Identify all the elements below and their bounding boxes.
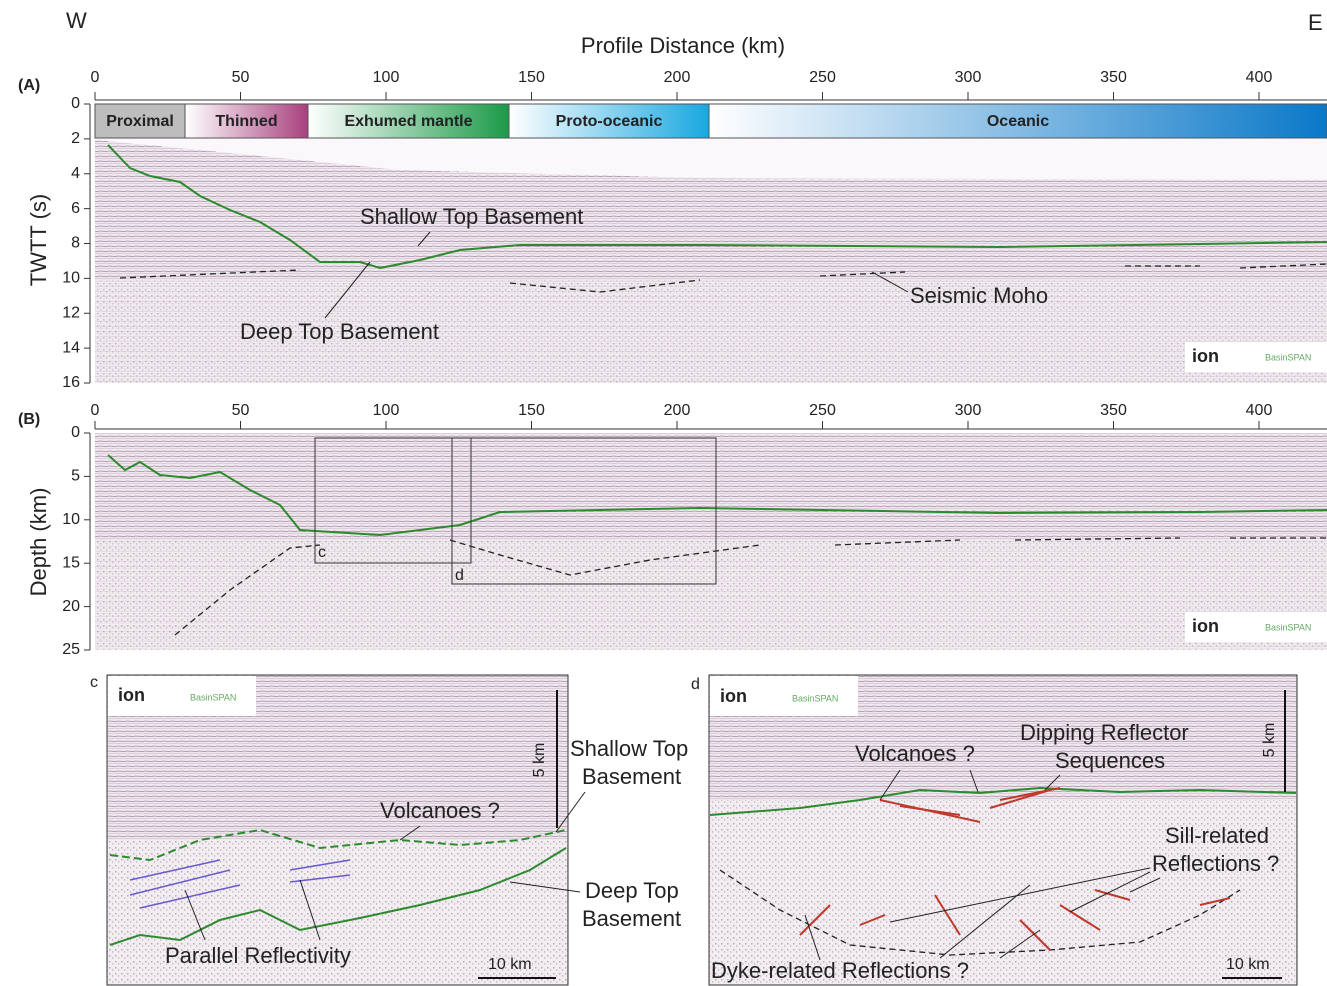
annotation: Parallel Reflectivity	[165, 943, 351, 968]
y-tick-label: 25	[62, 641, 80, 658]
x-tick-label: 350	[1100, 402, 1127, 419]
y-tick-label: 0	[71, 424, 80, 441]
annotation: Sequences	[1055, 748, 1165, 773]
x-axis-label: Profile Distance (km)	[581, 33, 785, 58]
domain-label: Oceanic	[987, 113, 1049, 130]
annotation: Volcanoes ?	[855, 741, 975, 766]
scale-label: 10 km	[1226, 956, 1270, 973]
x-tick-label: 300	[955, 402, 982, 419]
logo-sub: BasinSPAN	[1265, 352, 1311, 362]
annotation: Basement	[582, 906, 681, 931]
y-tick-label: 20	[62, 598, 80, 615]
x-tick-label: 150	[518, 402, 545, 419]
y-tick-label: 10	[62, 511, 80, 528]
inset-label: c	[90, 674, 98, 691]
panel-label: (A)	[18, 77, 40, 94]
x-tick-label: 200	[664, 402, 691, 419]
annotation: Shallow Top Basement	[360, 204, 583, 229]
y-tick-label: 15	[62, 554, 80, 571]
scale-label: 5 km	[1261, 723, 1278, 758]
domain-label: Proximal	[106, 113, 174, 130]
annotation: Reflections ?	[1152, 851, 1279, 876]
x-tick-label: 400	[1246, 69, 1273, 86]
y-tick-label: 6	[71, 200, 80, 217]
figure: W E Profile Distance (km) (A) TWTT (s) S…	[0, 0, 1327, 986]
box-label: c	[318, 544, 326, 561]
logo-sub: BasinSPAN	[792, 693, 838, 703]
x-tick-label: 50	[232, 69, 250, 86]
y-tick-label: 0	[71, 95, 80, 112]
annotation: Deep Top	[585, 878, 679, 903]
annotation: Shallow Top	[570, 736, 688, 761]
x-tick-label: 100	[373, 69, 400, 86]
east-label: E	[1308, 10, 1323, 35]
logo: ion	[1192, 616, 1219, 636]
x-tick-label: 400	[1246, 402, 1273, 419]
seismic-noise	[95, 540, 1327, 650]
y-axis-label: Depth (km)	[26, 488, 51, 597]
x-tick-label: 250	[809, 69, 836, 86]
logo: ion	[720, 686, 747, 706]
scale-label: 5 km	[531, 743, 548, 778]
x-tick-label: 200	[664, 69, 691, 86]
y-tick-label: 14	[62, 339, 80, 356]
x-tick-label: 0	[91, 69, 100, 86]
y-tick-label: 8	[71, 235, 80, 252]
logo: ion	[1192, 346, 1219, 366]
annotation: Volcanoes ?	[380, 798, 500, 823]
box-label: d	[455, 567, 464, 584]
x-tick-label: 250	[809, 402, 836, 419]
domain-label: Thinned	[215, 113, 277, 130]
x-tick-label: 350	[1100, 69, 1127, 86]
domain-label: Exhumed mantle	[344, 113, 472, 130]
domain-label: Proto-oceanic	[556, 113, 663, 130]
annotation: Seismic Moho	[910, 283, 1048, 308]
y-tick-label: 10	[62, 270, 80, 287]
x-tick-label: 100	[373, 402, 400, 419]
x-tick-label: 0	[91, 402, 100, 419]
annotation: Deep Top Basement	[240, 319, 439, 344]
y-axis-label: TWTT (s)	[26, 194, 51, 286]
y-tick-label: 12	[62, 304, 80, 321]
panel-label: (B)	[18, 411, 40, 428]
annotation: Basement	[582, 764, 681, 789]
annotation: Dyke-related Reflections ?	[711, 958, 969, 983]
annotation: Dipping Reflector	[1020, 720, 1189, 745]
logo-sub: BasinSPAN	[190, 692, 236, 702]
annotation: Sill-related	[1165, 823, 1269, 848]
y-tick-label: 5	[71, 468, 80, 485]
logo-sub: BasinSPAN	[1265, 622, 1311, 632]
inset-label: d	[691, 676, 700, 693]
logo: ion	[118, 685, 145, 705]
scale-label: 10 km	[488, 956, 532, 973]
x-tick-label: 50	[232, 402, 250, 419]
y-tick-label: 4	[71, 165, 80, 182]
west-label: W	[66, 8, 87, 33]
x-tick-label: 150	[518, 69, 545, 86]
y-tick-label: 2	[71, 130, 80, 147]
y-tick-label: 16	[62, 374, 80, 391]
x-tick-label: 300	[955, 69, 982, 86]
